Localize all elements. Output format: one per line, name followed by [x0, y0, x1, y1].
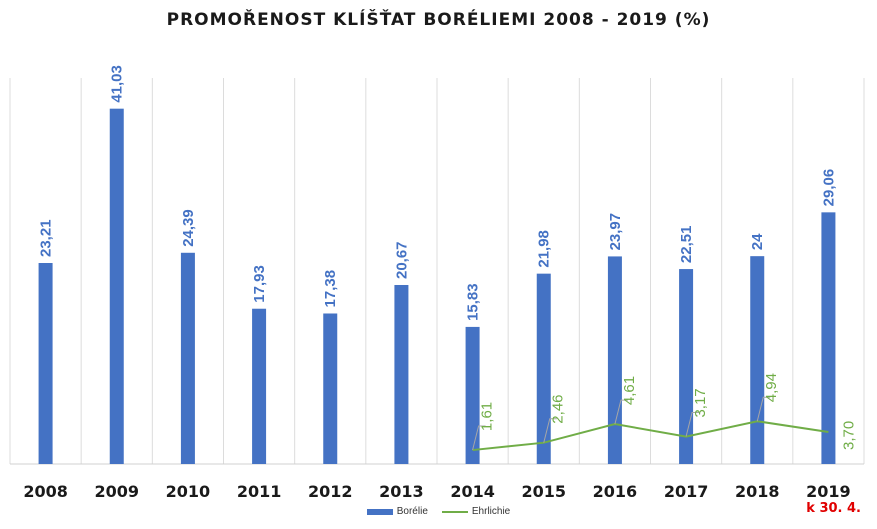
- line-data-label: 3,17: [692, 388, 709, 417]
- bar-data-label: 20,67: [393, 241, 410, 279]
- x-tick-label: 2014: [450, 482, 495, 501]
- bar: [536, 273, 551, 464]
- line-label-leader: [614, 399, 628, 425]
- bar: [821, 212, 836, 464]
- line-path: [472, 420, 829, 452]
- line-data-label: 1,61: [479, 402, 496, 431]
- bar: [394, 284, 409, 464]
- x-tick-label: 2019: [806, 482, 851, 501]
- bar: [180, 252, 195, 464]
- x-tick-label: 2013: [379, 482, 424, 501]
- date-note: k 30. 4.: [806, 501, 861, 516]
- bar-data-label: 15,83: [465, 283, 482, 321]
- x-tick-label: 2009: [94, 482, 139, 501]
- x-tick-label: 2012: [308, 482, 353, 501]
- bar-data-label: 24,39: [180, 209, 197, 247]
- legend-swatch-bar: [366, 508, 393, 515]
- line-label-leader: [543, 418, 557, 443]
- bar: [252, 308, 267, 464]
- legend-swatch-line: [441, 510, 468, 513]
- x-tick-label: 2017: [664, 482, 709, 501]
- bar-data-label: 23,21: [38, 219, 55, 257]
- line-data-label: 4,94: [763, 373, 780, 402]
- x-tick-label: 2010: [166, 482, 211, 501]
- line-data-label: 4,61: [621, 376, 638, 405]
- bar-data-labels: 23,21 41,03 24,39 17,93 17,38 20,67 15,83 21,98…: [38, 65, 838, 321]
- bar-data-label: 22,51: [678, 226, 695, 264]
- x-tick-label: 2011: [237, 482, 282, 501]
- bar-data-label: 23,97: [607, 213, 624, 251]
- chart-legend: Borélie Ehrlichie: [0, 506, 877, 517]
- bar: [323, 313, 338, 464]
- bar: [750, 256, 765, 464]
- bar-data-label: 24: [749, 233, 766, 250]
- bar-data-label: 17,38: [322, 270, 339, 308]
- legend-item-ehrlichie: Ehrlichie: [441, 506, 511, 517]
- line-label-leader: [756, 396, 771, 422]
- bar-data-label: 21,98: [536, 230, 553, 268]
- line-label-leader: [685, 412, 700, 437]
- x-tick-label: 2008: [23, 482, 68, 501]
- gridlines: [9, 78, 865, 465]
- bar-data-label: 29,06: [820, 169, 837, 207]
- line-data-label: 2,46: [550, 394, 567, 423]
- bar: [109, 108, 124, 464]
- line-data-label: 3,70: [840, 421, 857, 450]
- bar-data-label: 41,03: [109, 65, 126, 103]
- line-data-labels: 1,61 2,46 4,61 3,17 4,94 3,70: [472, 373, 857, 451]
- chart-title: PROMOŘENOST KLÍŠŤAT BORÉLIEMI 2008 - 201…: [166, 10, 711, 30]
- legend-label-ehrlichie: Ehrlichie: [471, 506, 511, 517]
- x-tick-label: 2015: [521, 482, 566, 501]
- x-axis-tick-labels: 2008 2009 2010 2011 2012 2013 2014 2015 2016 2017…: [23, 482, 850, 501]
- line-label-leader: [472, 425, 486, 451]
- legend-label-borelie: Borélie: [396, 506, 428, 517]
- bar: [465, 326, 480, 464]
- x-tick-label: 2018: [735, 482, 780, 501]
- bar: [607, 256, 622, 464]
- bar-data-label: 17,93: [251, 265, 268, 303]
- line-series: [472, 420, 829, 452]
- bar: [38, 263, 53, 464]
- legend-item-borelie: Borélie: [366, 506, 428, 517]
- bar: [679, 269, 694, 464]
- x-tick-label: 2016: [593, 482, 638, 501]
